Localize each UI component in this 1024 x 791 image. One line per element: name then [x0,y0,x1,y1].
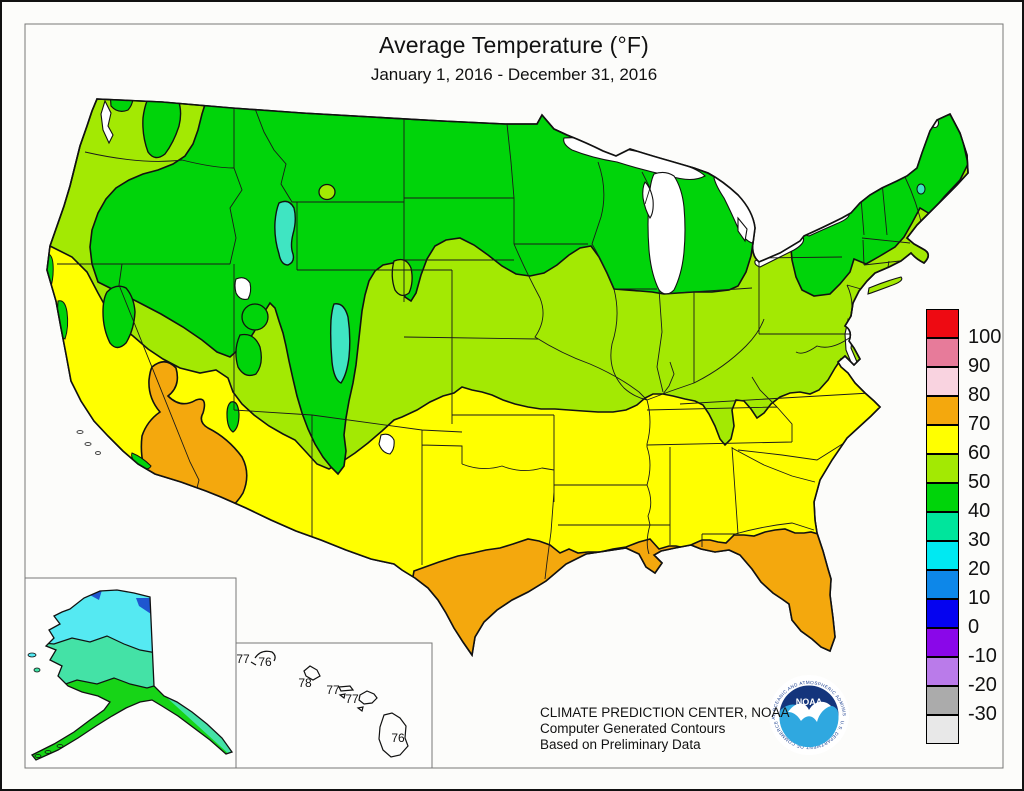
logo-gull-icon [788,701,831,722]
legend-swatch [926,686,959,715]
long-island [867,276,903,295]
page-subtitle: January 1, 2016 - December 31, 2016 [370,65,658,84]
legend-swatch [926,541,959,570]
hawaii-station-label: 78 [298,676,312,690]
island-hawaii [378,712,409,758]
logo-noaa-text: NOAA [796,697,823,707]
hawaii-inset [235,642,433,769]
green-bay [642,181,654,220]
region-30-40-colorado [329,303,351,384]
alaska-islands [27,652,64,758]
island-niihau [250,661,257,666]
credits-block: CLIMATE PREDICTION CENTER, NOAA Computer… [540,705,790,752]
white-sands-patch [378,433,395,455]
legend-label: -10 [968,645,997,667]
legend-label: 50 [968,471,991,493]
island-kahoolawe [356,706,364,713]
legend-swatch [926,715,959,744]
hawaii-station-label: 77 [236,652,250,666]
rivers [513,161,765,555]
legend-swatch [926,367,959,396]
legend-swatch [926,628,959,657]
credit-line-2: Computer Generated Contours [540,720,726,736]
region-40-50-sierra [102,285,136,349]
island-kauai [254,650,276,662]
legend-label: 0 [968,616,980,638]
us-outline [46,98,969,658]
region-40-50-cascades [142,99,182,159]
alaska-outline [30,589,234,761]
region-40-50-utah-north [241,303,269,331]
legend-swatch [926,599,959,628]
region-30-40-wyoming [274,200,296,266]
hawaii-station-label: 77 [326,683,340,697]
region-40-50-utah-central [235,333,262,377]
credit-line-3: Based on Preliminary Data [540,736,701,752]
legend-label: 80 [968,384,991,406]
page-title: Average Temperature (°F) [378,32,650,58]
legend-swatch [926,454,959,483]
legend-label: 90 [968,355,991,377]
legend-swatch [926,570,959,599]
region-50-60-montana-oval [318,183,336,201]
legend-swatch [926,309,959,338]
legend-label: -20 [968,674,997,696]
alaska-inset [24,577,237,769]
legend-label: 20 [968,558,991,580]
hawaii-station-label: 77 [345,692,359,706]
region-30-40-vermont-dot [916,183,926,195]
island-oahu [303,665,321,681]
lake-michigan [647,171,686,295]
puget-sound [100,99,114,145]
map-frame [24,23,1004,769]
legend-label: -30 [968,703,997,725]
logo-sea [779,704,839,748]
legend-swatch [926,338,959,367]
legend-label: 40 [968,500,991,522]
legend-swatch [926,425,959,454]
legend-label: 100 [968,326,1002,348]
state-borders [57,100,924,580]
channel-islands [76,430,101,455]
island-molokai [338,685,355,692]
legend-swatch [926,396,959,425]
alaska-10-20-b [136,598,151,614]
legend-label: 30 [968,529,991,551]
legend-label: 60 [968,442,991,464]
region-40-50-arizona-rim [226,401,240,433]
hawaii-station-label: 76 [391,731,405,745]
alaska-10-20-a [88,590,102,600]
legend-swatch [926,657,959,686]
credit-line-1: CLIMATE PREDICTION CENTER, NOAA [540,705,790,720]
legend-label: 70 [968,413,991,435]
legend-swatch [926,483,959,512]
legend-label: 10 [968,587,991,609]
hawaii-station-label: 76 [258,655,272,669]
island-lanai [338,693,346,700]
legend-swatch [926,512,959,541]
great-salt-lake [234,277,252,300]
region-50-60-nebraska-oval [391,258,413,297]
saginaw-bay [737,216,748,243]
island-maui [358,690,378,705]
hawaii-islands [250,650,409,758]
